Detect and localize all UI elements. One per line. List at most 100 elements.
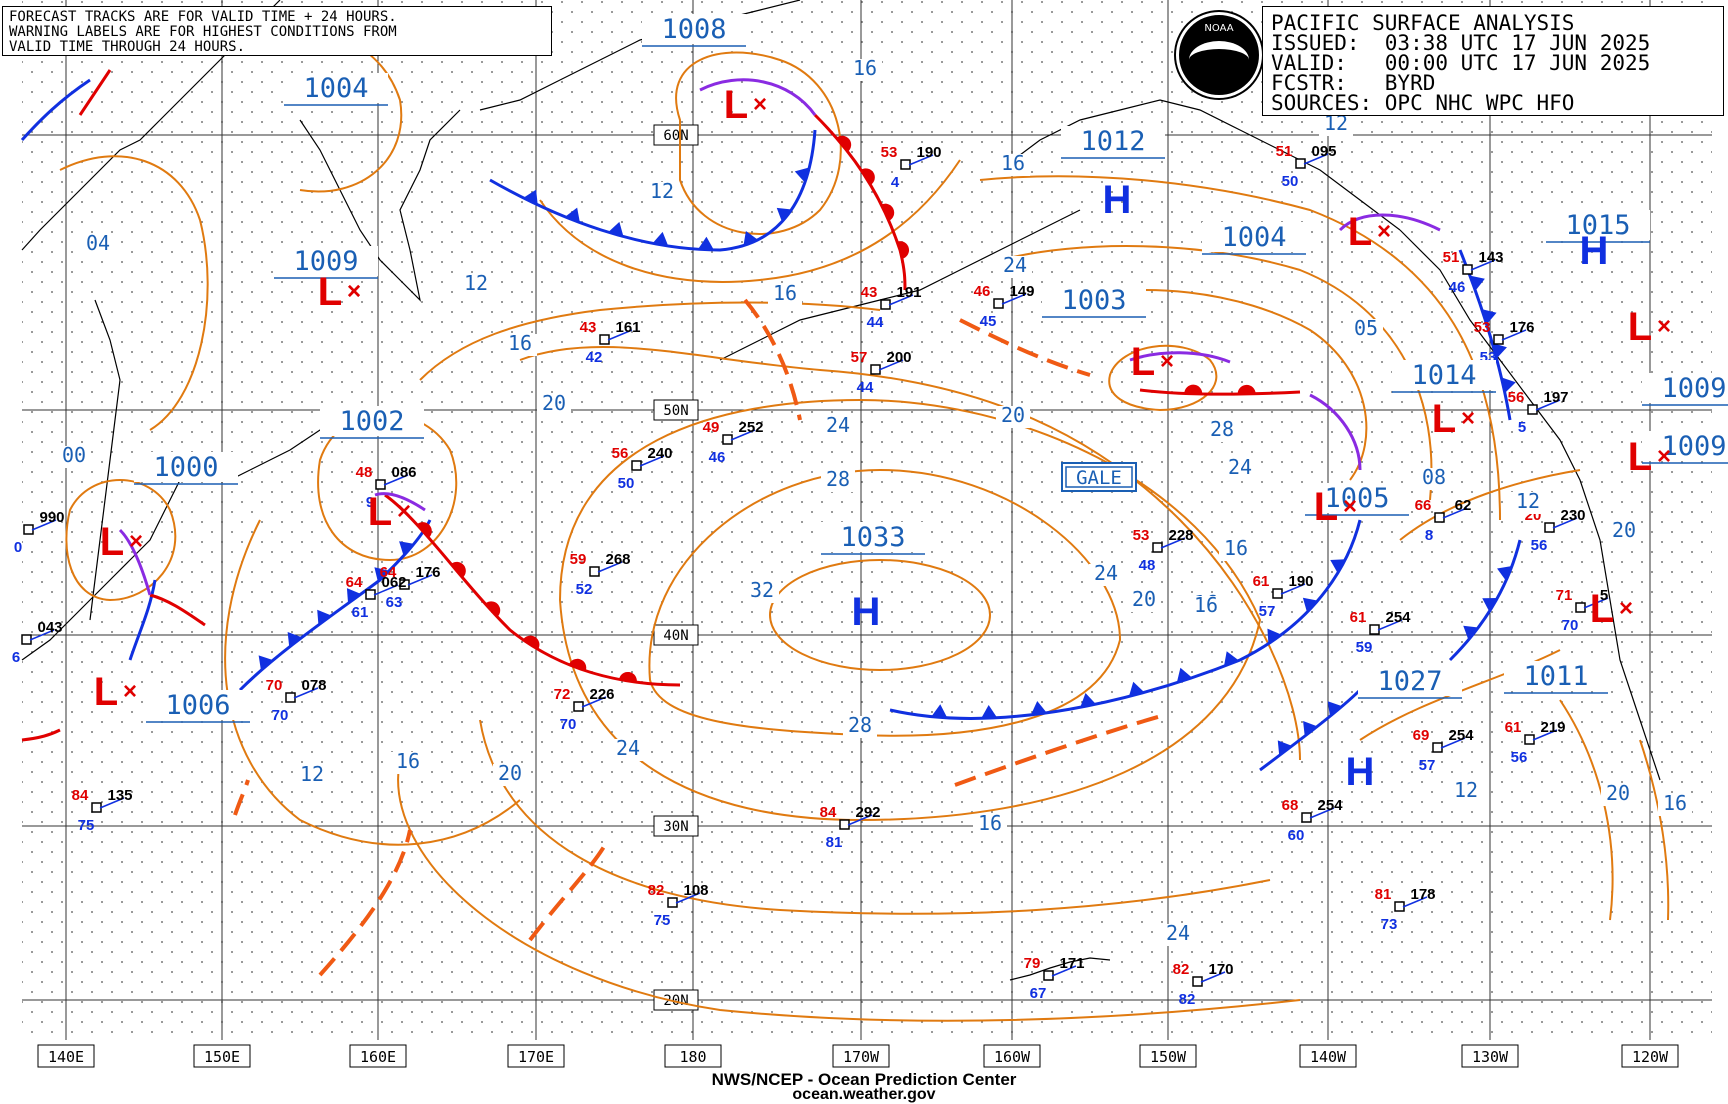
isobar-label-bg [1089, 564, 1123, 586]
station-symbol [631, 460, 642, 471]
station-symbol [23, 524, 34, 535]
isobar-16-a [397, 759, 1301, 1022]
station-pressure: 190 [1288, 573, 1313, 590]
station-temperature: 82 [1173, 961, 1190, 978]
high-pressure-symbol: H [1346, 750, 1375, 794]
isobar-label: 24 [1166, 921, 1190, 945]
wind-barb [1200, 971, 1226, 983]
cold-front-triangle [1223, 651, 1239, 667]
center-pressure-value: 1005 [1324, 483, 1389, 514]
center-pressure-value: 1015 [1565, 210, 1630, 241]
warm-front-semicircle [451, 561, 466, 578]
warm-front-semicircle [416, 522, 432, 538]
isobar-label-bg [459, 274, 493, 296]
center-pressure-value: 1004 [303, 73, 368, 104]
longitude-label: 160W [994, 1048, 1031, 1066]
station-dewpoint: 60 [1288, 827, 1305, 844]
isobar-1003-loop [1108, 344, 1218, 412]
noaa-logo: NOAA [1176, 12, 1262, 98]
longitude-label: 130W [1472, 1048, 1509, 1066]
station-pressure: 043 [37, 619, 62, 636]
wind-barb [29, 629, 55, 641]
low-pressure-symbol: L [94, 670, 118, 714]
station-dewpoint: 5 [1518, 419, 1526, 436]
note-line-2: WARNING LABELS ARE FOR HIGHEST CONDITION… [9, 24, 397, 40]
wind-barb [639, 455, 665, 467]
analysis-info-box: PACIFIC SURFACE ANALYSIS ISSUED: 03:38 U… [1262, 6, 1724, 116]
wind-barb [407, 574, 433, 586]
issued-time: ISSUED: 03:38 UTC 17 JUN 2025 [1271, 31, 1651, 55]
high-pressure-symbol: H [1103, 178, 1132, 222]
isobar-label: 24 [1094, 561, 1118, 585]
data-sources: SOURCES: OPC NHC WPC HFO [1271, 91, 1575, 115]
station-temperature: 70 [266, 677, 283, 694]
cold-front-japan [128, 579, 157, 661]
longitude-label: 140E [48, 1048, 84, 1066]
station-temperature: 51 [1276, 143, 1293, 160]
analysis-title: PACIFIC SURFACE ANALYSIS [1271, 11, 1575, 35]
latitude-label-box [653, 624, 699, 646]
station-temperature: 53 [1133, 527, 1150, 544]
station-symbol [375, 479, 386, 490]
isobar-label-bg [391, 752, 425, 774]
station-symbol [880, 299, 891, 310]
station-temperature: 69 [1413, 727, 1430, 744]
isobar-label-bg [996, 406, 1030, 428]
station-symbol [1432, 742, 1443, 753]
low-pressure-symbol: L [1131, 340, 1155, 384]
isobar-label: 28 [1210, 417, 1234, 441]
station-symbol [1544, 522, 1555, 533]
isobar-label-bg [611, 739, 645, 761]
station-temperature: 68 [1282, 797, 1299, 814]
note-line-3: VALID TIME THROUGH 24 HOURS. [9, 39, 246, 55]
isobar-label-bg [768, 284, 802, 306]
cold-front-triangle [776, 207, 792, 223]
coast-siberia-north [479, 0, 801, 111]
isobar-12-east [999, 245, 1433, 501]
warm-front-semicircle [485, 601, 501, 617]
station-dewpoint: 56 [1511, 749, 1528, 766]
latitude-label: 60N [663, 128, 688, 144]
cold-front-triangle [1303, 721, 1318, 737]
low-center-x-marker: × [1160, 348, 1174, 375]
warm-front-semicircle [568, 658, 587, 671]
gale-label: GALE [1076, 467, 1122, 489]
trough-4 [318, 829, 412, 977]
wind-barb [581, 696, 607, 708]
longitude-label: 170E [518, 1048, 554, 1066]
isobar-label: 16 [978, 811, 1002, 835]
station-dewpoint: 44 [867, 314, 884, 331]
isobar-label-bg [493, 764, 527, 786]
center-label-bg [1504, 661, 1608, 691]
station-dewpoint: 50 [1282, 173, 1299, 190]
station-symbol [599, 334, 610, 345]
station-pressure: 190 [916, 144, 941, 161]
note-line-1: FORECAST TRACKS ARE FOR VALID TIME + 24 … [9, 9, 397, 25]
cold-front-triangle [652, 231, 669, 247]
warm-front-semicircle [1184, 384, 1203, 394]
warm-front-southwest [21, 728, 61, 742]
isobar-label: 16 [1001, 151, 1025, 175]
longitude-label-box [832, 1044, 890, 1068]
wind-barb [31, 519, 57, 531]
station-pressure: 254 [1317, 797, 1343, 814]
longitude-label: 120W [1632, 1048, 1669, 1066]
wind-barb [1583, 597, 1609, 609]
station-symbol [1434, 512, 1445, 523]
isobar-label-bg [1601, 784, 1635, 806]
longitude-label: 150E [204, 1048, 240, 1066]
wind-barb [1402, 896, 1428, 908]
low-pressure-symbol: L [1348, 210, 1372, 254]
center-label-bg [320, 406, 424, 436]
isobar-label: 12 [1516, 489, 1540, 513]
isobar-label: 24 [1003, 253, 1027, 277]
low-center-x-marker: × [123, 678, 137, 705]
isobar-label: 16 [396, 749, 420, 773]
station-temperature: 71 [1556, 587, 1573, 604]
low-center-x-marker: × [1657, 313, 1671, 340]
station-temperature: 53 [1474, 319, 1491, 336]
cold-front-east-1 [1259, 688, 1362, 772]
map-dot-background [22, 0, 1712, 1040]
station-temperature: 43 [580, 319, 597, 336]
station-symbol [91, 802, 102, 813]
